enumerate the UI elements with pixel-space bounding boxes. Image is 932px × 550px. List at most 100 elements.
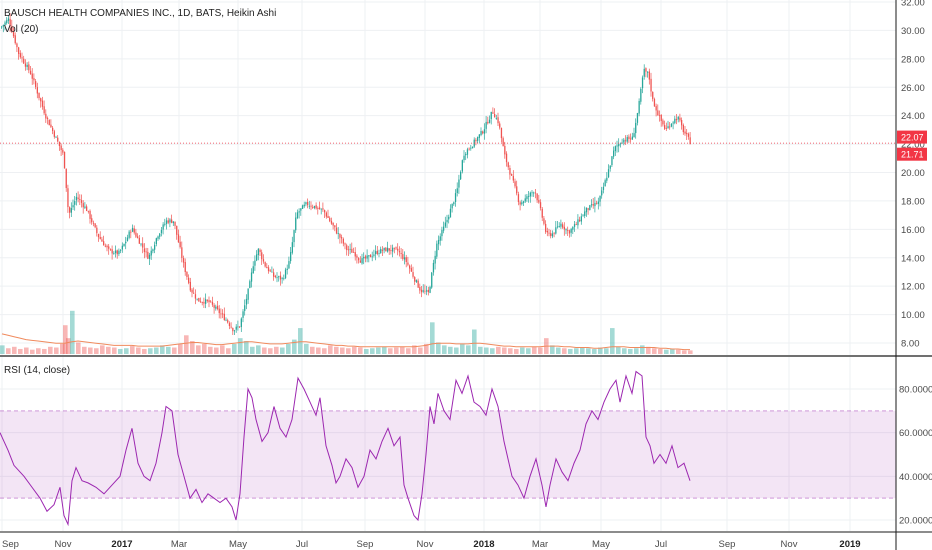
candle-body: [687, 133, 690, 137]
candle-body: [383, 247, 385, 251]
candle-body: [492, 112, 494, 114]
candle-body: [548, 232, 550, 234]
candle-body: [291, 242, 293, 253]
candle-body: [199, 301, 202, 303]
volume-bar: [304, 343, 309, 354]
candle-body: [443, 226, 445, 231]
price-badges: 22.07 21.71: [897, 130, 927, 161]
candle-body: [444, 222, 446, 227]
candle-body: [171, 219, 173, 223]
candle-body: [655, 106, 657, 111]
candle-body: [58, 141, 61, 147]
candle-body: [250, 272, 253, 282]
candle-body: [470, 147, 472, 149]
volume-bar: [60, 343, 65, 354]
candle-body: [647, 71, 649, 73]
candle-body: [137, 236, 139, 238]
candle-body: [205, 299, 207, 304]
candle-body: [18, 47, 20, 54]
candle-body: [147, 251, 149, 259]
candle-body: [638, 100, 640, 114]
volume-bar: [460, 343, 465, 354]
candle-body: [398, 251, 401, 253]
volume-bar: [550, 345, 555, 354]
candle-body: [111, 249, 113, 254]
candle-body: [352, 251, 355, 253]
candle-body: [94, 223, 96, 228]
candle-body: [293, 230, 295, 243]
candle-body: [271, 271, 273, 273]
candle-body: [257, 248, 259, 256]
candle-body: [368, 255, 370, 257]
candle-body: [599, 196, 601, 202]
candle-body: [191, 289, 193, 293]
candle-body: [91, 218, 93, 223]
candle-body: [456, 188, 458, 193]
candle-body: [359, 260, 361, 263]
candle-body: [488, 119, 491, 123]
volume-bar: [88, 347, 93, 354]
volume-bar: [172, 347, 177, 354]
volume-bar: [538, 347, 543, 354]
volume-bar: [112, 347, 117, 354]
candle-body: [562, 224, 564, 228]
candle-body: [674, 118, 676, 124]
candle-body: [77, 197, 79, 199]
chart-title: BAUSCH HEALTH COMPANIES INC., 1D, BATS, …: [4, 8, 276, 19]
candle-body: [315, 205, 317, 209]
candle-body: [131, 227, 134, 232]
volume-bar: [100, 345, 105, 354]
candle-body: [133, 228, 135, 233]
volume-indicator-label: Vol (20): [4, 24, 38, 35]
volume-bar: [226, 348, 231, 354]
time-tick-label: Sep: [719, 539, 736, 550]
candle-body: [281, 278, 283, 279]
candle-body: [313, 205, 316, 208]
volume-bar: [412, 345, 417, 354]
candle-body: [507, 162, 509, 168]
candle-body: [672, 122, 674, 124]
volume-bar: [454, 347, 459, 354]
candle-body: [308, 205, 310, 207]
candle-body: [550, 233, 552, 236]
candle-body: [247, 288, 249, 300]
candle-body: [11, 25, 13, 32]
candle-body: [341, 237, 343, 239]
candle-body: [563, 226, 565, 230]
candle-body: [254, 260, 256, 266]
candle-body: [152, 249, 154, 252]
candle-body: [167, 220, 169, 223]
candle-body: [227, 320, 229, 323]
candle-body: [6, 20, 8, 24]
candle-body: [310, 205, 312, 207]
candle-body: [203, 302, 205, 304]
candle-body: [220, 313, 222, 315]
candle-body: [82, 203, 84, 208]
candle-body: [648, 71, 650, 80]
candle-body: [431, 272, 433, 288]
candle-body: [509, 167, 511, 175]
candle-body: [495, 118, 497, 119]
candle-body: [157, 236, 159, 239]
volume-bar: [178, 343, 183, 354]
candle-body: [521, 202, 523, 205]
candle-body: [482, 131, 484, 134]
rsi-band: [0, 410, 896, 499]
candle-body: [494, 114, 496, 118]
candle-body: [545, 223, 547, 232]
candle-body: [397, 248, 399, 251]
candle-body: [517, 194, 520, 202]
candle-body: [160, 229, 163, 234]
volume-bar: [688, 350, 693, 354]
candle-body: [74, 201, 76, 205]
candle-body: [218, 308, 220, 314]
candle-body: [531, 192, 533, 194]
candle-body: [177, 234, 180, 243]
candle-body: [635, 122, 637, 134]
candle-body: [50, 124, 52, 128]
candle-body: [125, 241, 127, 244]
candle-body: [259, 249, 261, 253]
candle-body: [52, 127, 54, 131]
candle-body: [335, 227, 338, 234]
candle-body: [256, 254, 258, 261]
